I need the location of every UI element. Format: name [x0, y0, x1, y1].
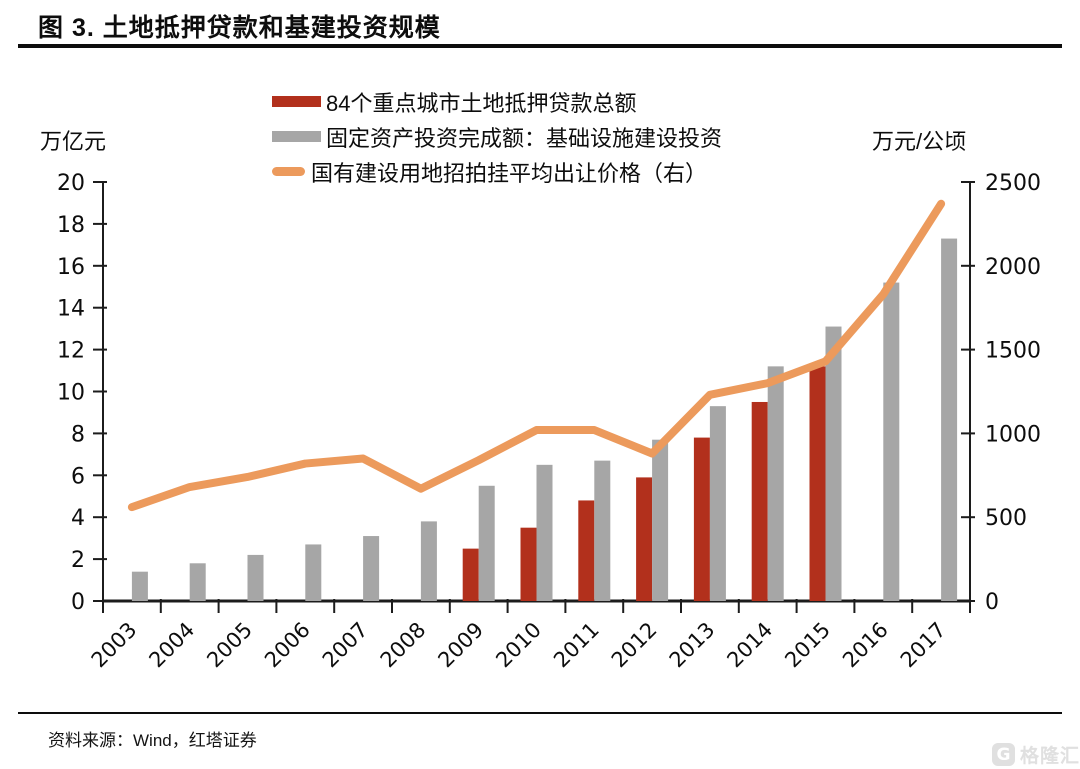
legend-swatch-orange-line-icon [272, 167, 305, 176]
legend-swatch-red-bar-icon [272, 96, 321, 107]
bar-infra-2014 [767, 366, 784, 601]
gelonghui-watermark: G 格隆汇 [992, 741, 1080, 768]
x-label-2004: 2004 [144, 618, 199, 673]
left-tick-label: 14 [57, 297, 85, 322]
legend-label: 84个重点城市土地抵押贷款总额 [326, 90, 637, 116]
x-label-2009: 2009 [433, 618, 488, 673]
bar-infra-2015 [825, 326, 842, 601]
watermark-text: 格隆汇 [1020, 746, 1080, 767]
bar-infra-2010 [536, 464, 553, 601]
bar-infra-2003 [131, 571, 148, 601]
x-label-2010: 2010 [491, 618, 546, 673]
legend-item-land-mortgage-loans: 84个重点城市土地抵押贷款总额 [272, 84, 722, 119]
bar-loans-2010 [520, 527, 537, 601]
right-tick-label: 2500 [985, 171, 1041, 196]
title-divider [18, 44, 1062, 48]
bar-loans-2013 [693, 437, 710, 601]
bar-infra-2006 [305, 544, 322, 601]
x-label-2008: 2008 [376, 618, 431, 673]
right-tick-label: 1000 [985, 422, 1041, 447]
bar-infra-2007 [363, 536, 380, 601]
bar-loans-2015 [809, 366, 826, 601]
price-line [127, 199, 946, 512]
right-tick-label: 500 [985, 506, 1027, 531]
legend-label: 固定资产投资完成额：基础设施建设投资 [326, 125, 723, 151]
bar-infra-2012 [652, 439, 669, 601]
left-tick-label: 8 [71, 422, 85, 447]
legend-swatch-gray-bar-icon [272, 131, 321, 142]
left-tick-label: 20 [57, 171, 85, 196]
x-label-2017: 2017 [896, 618, 951, 673]
x-label-2014: 2014 [722, 618, 777, 673]
legend-item-land-price-line: 国有建设用地招拍挂平均出让价格（右） [272, 154, 722, 189]
bar-infra-2011 [594, 460, 611, 601]
right-axis-unit-label: 万元/公顷 [872, 129, 967, 154]
left-tick-label: 18 [57, 213, 85, 238]
footer-divider [18, 712, 1062, 714]
bar-infra-2017 [941, 238, 958, 601]
bar-loans-2014 [751, 401, 768, 601]
x-label-2015: 2015 [780, 618, 835, 673]
x-label-2005: 2005 [202, 618, 257, 673]
left-axis-unit-label: 万亿元 [40, 129, 107, 154]
bar-infra-2016 [883, 282, 900, 601]
left-tick-label: 2 [71, 548, 85, 573]
bar-infra-2009 [478, 485, 495, 601]
legend-label: 国有建设用地招拍挂平均出让价格（右） [311, 160, 708, 186]
left-tick-label: 4 [71, 506, 85, 531]
bar-loans-2012 [636, 477, 653, 601]
left-tick-label: 16 [57, 255, 85, 280]
x-label-2011: 2011 [549, 618, 604, 673]
bar-loans-2011 [578, 500, 595, 601]
x-label-2013: 2013 [665, 618, 720, 673]
left-tick-label: 10 [57, 381, 85, 406]
legend-item-infrastructure-investment: 固定资产投资完成额：基础设施建设投资 [272, 119, 722, 154]
source-note: 资料来源：Wind，红塔证券 [48, 731, 257, 750]
right-tick-label: 1500 [985, 339, 1041, 364]
figure-title: 图 3. 土地抵押贷款和基建投资规模 [38, 14, 441, 42]
x-label-2003: 2003 [87, 618, 142, 673]
chart-legend: 84个重点城市土地抵押贷款总额 固定资产投资完成额：基础设施建设投资 国有建设用… [272, 84, 722, 189]
x-label-2006: 2006 [260, 618, 315, 673]
left-tick-label: 12 [57, 339, 85, 364]
x-label-2012: 2012 [607, 618, 662, 673]
bar-infra-2008 [420, 521, 437, 601]
chart-plot-area: 0 2 4 6 8 10 12 14 16 18 20 0 500 1000 1500 2000 2500 200… [57, 171, 1041, 673]
right-tick-label: 2000 [985, 255, 1041, 280]
bar-loans-2009 [462, 548, 479, 601]
x-label-2016: 2016 [838, 618, 893, 673]
right-tick-label: 0 [985, 590, 999, 615]
x-label-2007: 2007 [318, 618, 373, 673]
left-tick-label: 0 [71, 590, 85, 615]
bar-infra-2013 [709, 406, 726, 601]
gelonghui-logo-icon: G [992, 743, 1015, 766]
bar-infra-2005 [247, 554, 264, 601]
bar-infra-2004 [189, 563, 206, 601]
left-tick-label: 6 [71, 464, 85, 489]
